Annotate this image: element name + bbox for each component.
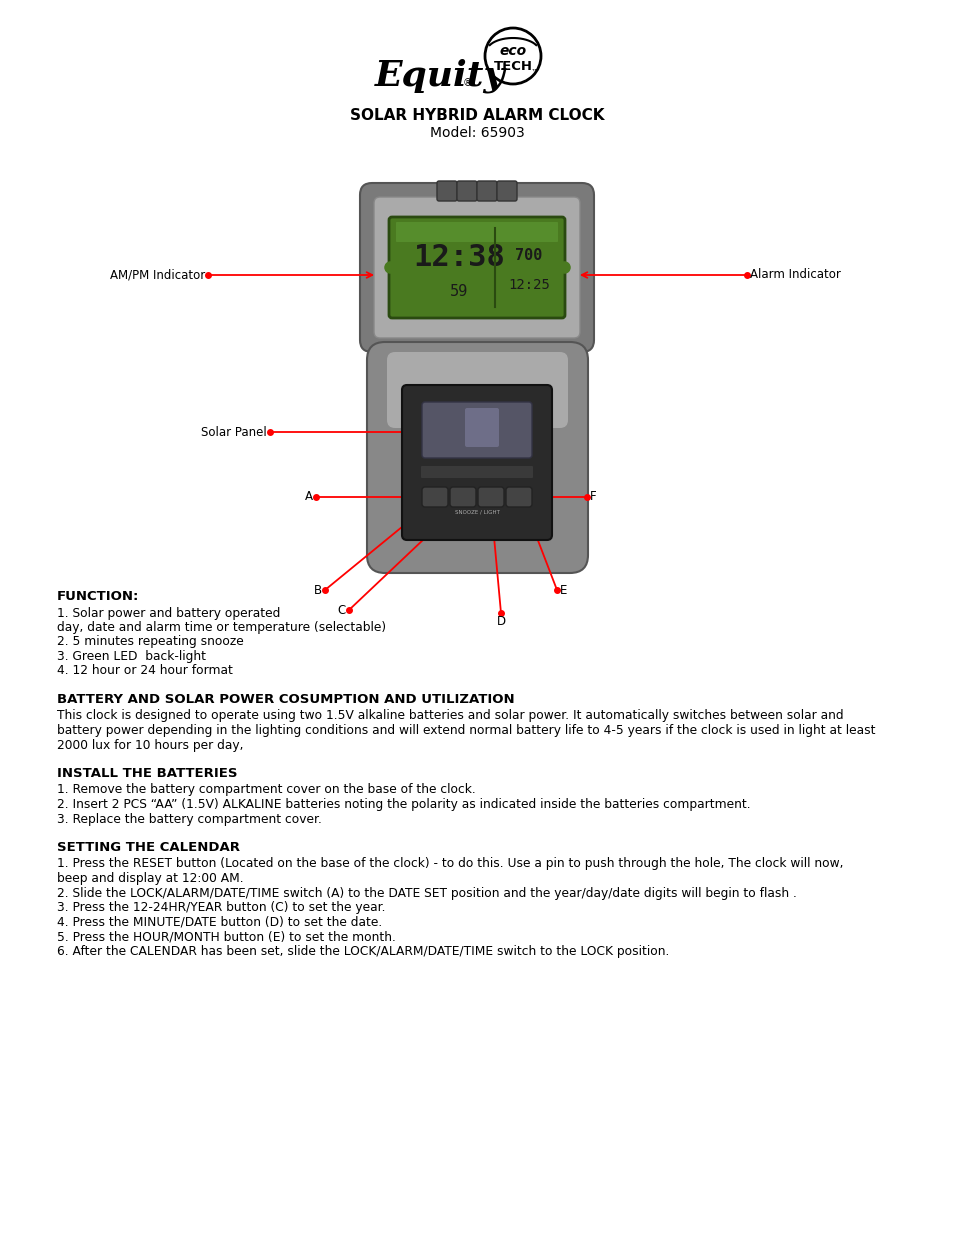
Text: B: B	[314, 583, 322, 597]
Text: Equity: Equity	[375, 59, 505, 94]
Text: BATTERY AND SOLAR POWER COSUMPTION AND UTILIZATION: BATTERY AND SOLAR POWER COSUMPTION AND U…	[57, 693, 514, 706]
FancyBboxPatch shape	[456, 182, 476, 201]
Text: beep and display at 12:00 AM.: beep and display at 12:00 AM.	[57, 872, 243, 885]
Text: E: E	[559, 583, 567, 597]
Text: 1. Remove the battery compartment cover on the base of the clock.: 1. Remove the battery compartment cover …	[57, 783, 476, 797]
Text: 1. Press the RESET button (Located on the base of the clock) - to do this. Use a: 1. Press the RESET button (Located on th…	[57, 857, 842, 871]
Text: 59: 59	[450, 284, 468, 300]
Text: 4. Press the MINUTE/DATE button (D) to set the date.: 4. Press the MINUTE/DATE button (D) to s…	[57, 915, 382, 929]
Text: 2. Slide the LOCK/ALARM/DATE/TIME switch (A) to the DATE SET position and the ye: 2. Slide the LOCK/ALARM/DATE/TIME switch…	[57, 887, 796, 899]
FancyBboxPatch shape	[464, 408, 498, 447]
Text: 12:38: 12:38	[413, 243, 504, 273]
FancyBboxPatch shape	[374, 198, 579, 338]
FancyBboxPatch shape	[367, 342, 587, 573]
Text: FUNCTION:: FUNCTION:	[57, 590, 139, 603]
FancyBboxPatch shape	[387, 352, 567, 429]
Text: ™: ™	[530, 68, 538, 77]
Text: eco: eco	[499, 44, 526, 58]
FancyBboxPatch shape	[359, 183, 594, 352]
FancyBboxPatch shape	[420, 466, 533, 478]
Text: 3. Press the 12-24HR/YEAR button (C) to set the year.: 3. Press the 12-24HR/YEAR button (C) to …	[57, 902, 385, 914]
FancyBboxPatch shape	[477, 487, 503, 508]
Text: 3. Replace the battery compartment cover.: 3. Replace the battery compartment cover…	[57, 813, 321, 825]
FancyBboxPatch shape	[395, 222, 558, 242]
Text: TECH: TECH	[493, 61, 532, 74]
FancyBboxPatch shape	[497, 182, 517, 201]
Text: C: C	[337, 604, 346, 616]
Text: 700: 700	[515, 247, 542, 263]
FancyBboxPatch shape	[505, 487, 532, 508]
Text: 6. After the CALENDAR has been set, slide the LOCK/ALARM/DATE/TIME switch to the: 6. After the CALENDAR has been set, slid…	[57, 945, 669, 957]
Text: ®: ®	[462, 78, 473, 88]
Text: 12:25: 12:25	[508, 278, 549, 291]
Text: INSTALL THE BATTERIES: INSTALL THE BATTERIES	[57, 767, 237, 781]
FancyBboxPatch shape	[476, 182, 497, 201]
Text: This clock is designed to operate using two 1.5V alkaline batteries and solar po: This clock is designed to operate using …	[57, 709, 842, 722]
Text: 5. Press the HOUR/MONTH button (E) to set the month.: 5. Press the HOUR/MONTH button (E) to se…	[57, 930, 395, 944]
Text: 2. Insert 2 PCS “AA” (1.5V) ALKALINE batteries noting the polarity as indicated : 2. Insert 2 PCS “AA” (1.5V) ALKALINE bat…	[57, 798, 750, 811]
FancyBboxPatch shape	[450, 487, 476, 508]
Text: battery power depending in the lighting conditions and will extend normal batter: battery power depending in the lighting …	[57, 724, 875, 737]
FancyBboxPatch shape	[401, 385, 552, 540]
Text: D: D	[496, 615, 505, 629]
Text: SETTING THE CALENDAR: SETTING THE CALENDAR	[57, 841, 240, 853]
Text: AM/PM Indicator: AM/PM Indicator	[110, 268, 205, 282]
Text: day, date and alarm time or temperature (selectable): day, date and alarm time or temperature …	[57, 621, 386, 634]
Text: 1. Solar power and battery operated: 1. Solar power and battery operated	[57, 606, 280, 620]
Text: 2000 lux for 10 hours per day,: 2000 lux for 10 hours per day,	[57, 739, 243, 752]
Text: 4. 12 hour or 24 hour format: 4. 12 hour or 24 hour format	[57, 664, 233, 678]
Text: Alarm Indicator: Alarm Indicator	[749, 268, 840, 282]
FancyBboxPatch shape	[436, 182, 456, 201]
FancyBboxPatch shape	[421, 403, 532, 458]
Text: SOLAR HYBRID ALARM CLOCK: SOLAR HYBRID ALARM CLOCK	[350, 107, 603, 122]
Text: SNOOZE / LIGHT: SNOOZE / LIGHT	[454, 510, 499, 515]
Text: Model: 65903: Model: 65903	[429, 126, 524, 140]
Text: Solar Panel: Solar Panel	[201, 426, 267, 438]
FancyBboxPatch shape	[389, 217, 564, 317]
FancyBboxPatch shape	[421, 487, 448, 508]
Text: F: F	[589, 490, 596, 504]
Text: A: A	[305, 490, 313, 504]
Text: 3. Green LED  back-light: 3. Green LED back-light	[57, 650, 206, 663]
Text: 2. 5 minutes repeating snooze: 2. 5 minutes repeating snooze	[57, 636, 244, 648]
